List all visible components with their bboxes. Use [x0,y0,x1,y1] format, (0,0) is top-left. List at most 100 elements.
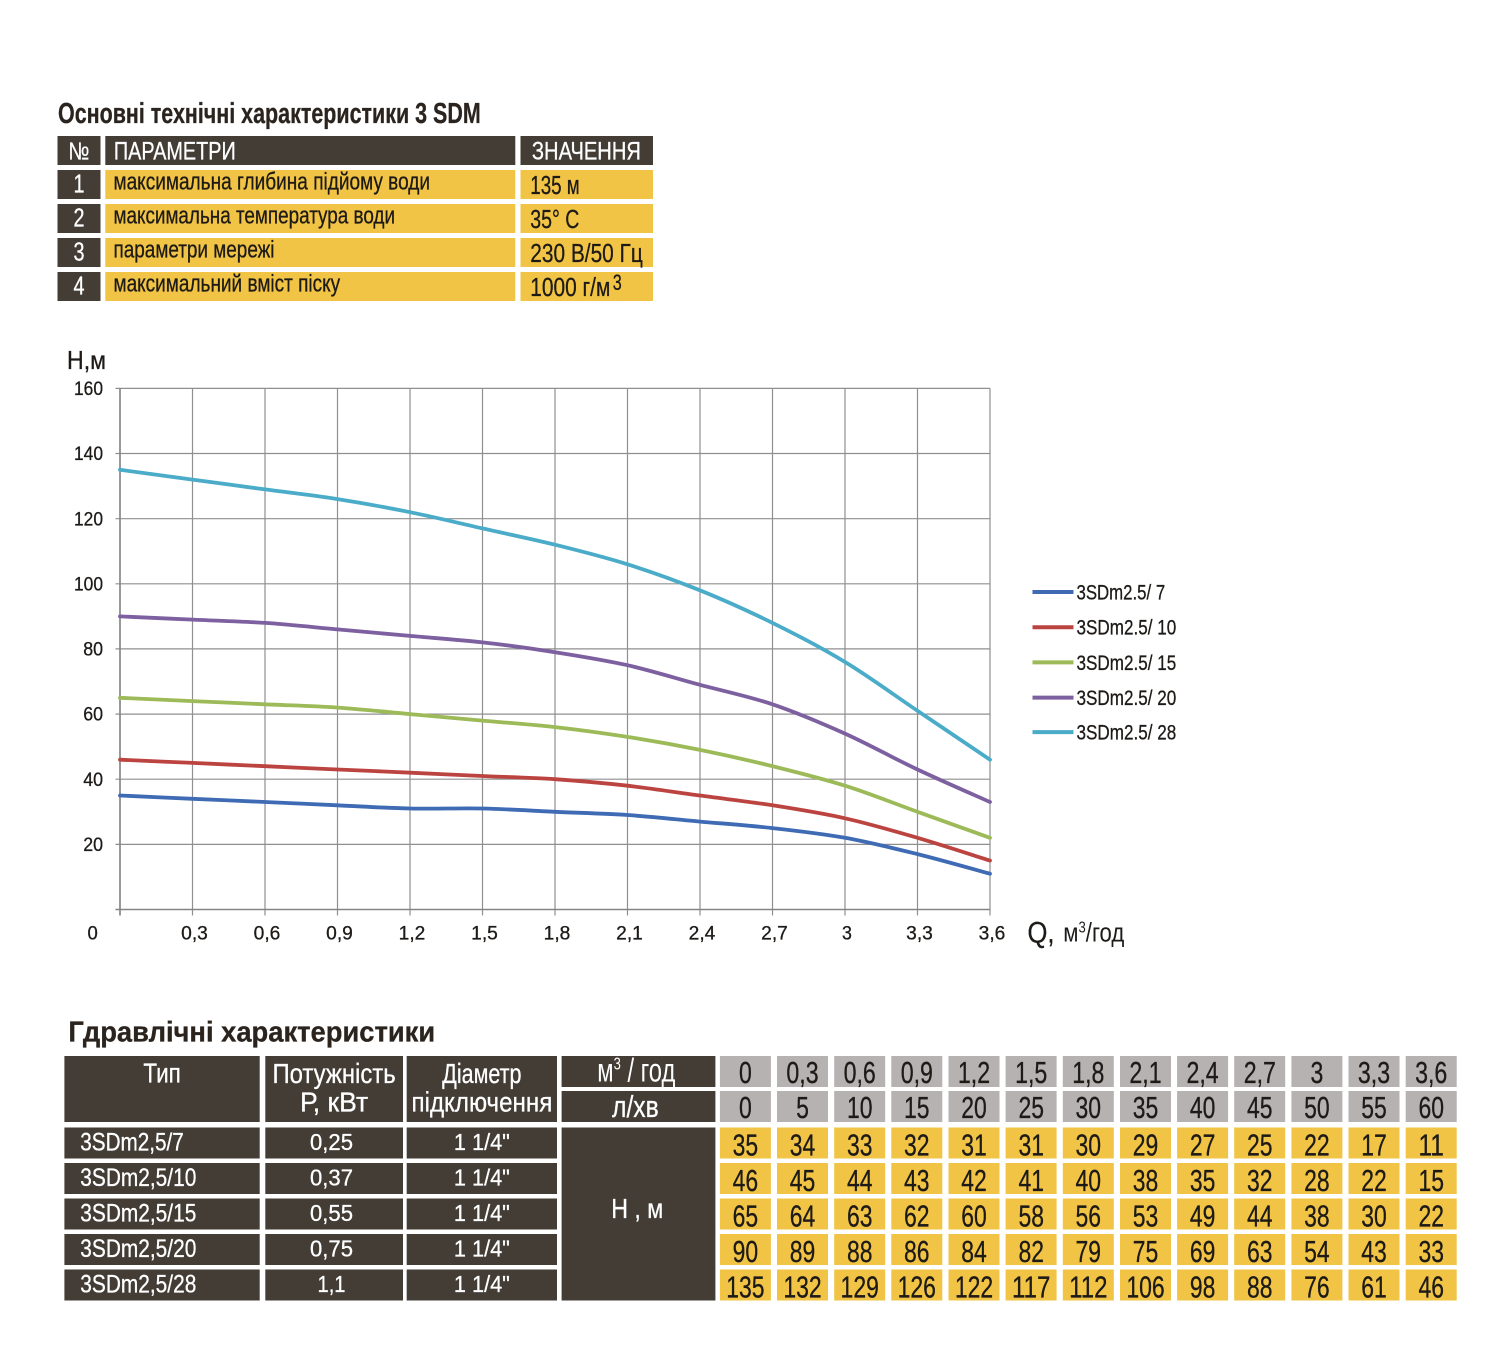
svg-text:112: 112 [1069,1269,1107,1304]
svg-text:22: 22 [1361,1163,1387,1198]
svg-text:31: 31 [1018,1127,1044,1162]
svg-text:60: 60 [83,704,103,726]
svg-text:Діаметр: Діаметр [442,1058,521,1089]
svg-text:135 м: 135 м [530,170,579,200]
svg-text:84: 84 [961,1234,987,1269]
svg-text:2,4: 2,4 [1187,1055,1219,1090]
svg-text:3,3: 3,3 [906,923,933,945]
svg-text:Q,: Q, [1028,917,1055,950]
svg-text:0,3: 0,3 [181,923,208,945]
svg-text:90: 90 [733,1234,759,1269]
svg-text:56: 56 [1076,1198,1102,1233]
svg-text:120: 120 [74,508,103,530]
svg-text:ЗНАЧЕННЯ: ЗНАЧЕННЯ [532,138,641,165]
svg-text:135: 135 [726,1269,764,1304]
svg-text:80: 80 [83,639,103,661]
svg-text:30: 30 [1076,1127,1102,1162]
svg-text:Н , м: Н , м [611,1193,663,1224]
svg-text:3: 3 [613,270,622,295]
svg-text:50: 50 [1304,1090,1330,1125]
svg-text:30: 30 [1361,1198,1387,1233]
svg-text:45: 45 [1247,1090,1273,1125]
svg-text:34: 34 [790,1127,816,1162]
svg-text:0,37: 0,37 [310,1164,353,1190]
svg-text:2,7: 2,7 [761,923,788,945]
svg-text:55: 55 [1361,1090,1387,1125]
svg-text:35° С: 35° С [530,204,579,234]
svg-text:33: 33 [1418,1234,1444,1269]
svg-text:32: 32 [1247,1163,1273,1198]
svg-text:0,3: 0,3 [786,1055,818,1090]
svg-text:Р, кВт: Р, кВт [300,1087,368,1118]
svg-text:3SDm2.5/ 20: 3SDm2.5/ 20 [1077,687,1177,710]
svg-text:69: 69 [1190,1234,1216,1269]
svg-text:44: 44 [847,1163,873,1198]
svg-text:43: 43 [1361,1234,1387,1269]
svg-text:60: 60 [1418,1090,1444,1125]
svg-text:0: 0 [739,1055,752,1090]
svg-text:44: 44 [1247,1198,1273,1233]
svg-text:ПАРАМЕТРИ: ПАРАМЕТРИ [114,138,236,165]
svg-text:30: 30 [1076,1090,1102,1125]
svg-text:Основні технічні характеристик: Основні технічні характеристики 3 SDM [58,98,481,130]
svg-text:20: 20 [83,834,103,856]
svg-text:Гдравлічні характеристики: Гдравлічні характеристики [68,1016,435,1048]
svg-text:140: 140 [74,443,103,465]
svg-text:1 1/4": 1 1/4" [454,1129,510,1155]
svg-text:2,1: 2,1 [616,923,643,945]
svg-text:3: 3 [1311,1055,1324,1090]
svg-text:1: 1 [74,171,85,199]
svg-text:3SDm2.5/ 7: 3SDm2.5/ 7 [1077,581,1166,604]
svg-text:230 В/50 Гц: 230 В/50 Гц [530,238,643,268]
svg-text:132: 132 [783,1269,821,1304]
svg-text:35: 35 [1190,1163,1216,1198]
svg-text:88: 88 [847,1234,873,1269]
svg-text:25: 25 [1247,1127,1273,1162]
svg-text:максимальний вміст піску: максимальний вміст піску [114,271,341,298]
svg-text:2,1: 2,1 [1129,1055,1161,1090]
svg-text:79: 79 [1076,1234,1102,1269]
svg-text:максимальна температура води: максимальна температура води [114,203,396,230]
svg-text:35: 35 [1133,1090,1159,1125]
svg-text:1 1/4": 1 1/4" [454,1164,510,1190]
svg-text:122: 122 [955,1269,993,1304]
svg-text:1000 г/м: 1000 г/м [530,272,610,302]
svg-text:0,25: 0,25 [310,1129,353,1155]
svg-text:1,2: 1,2 [399,923,426,945]
svg-text:0,75: 0,75 [310,1235,353,1261]
svg-text:15: 15 [904,1090,930,1125]
svg-text:27: 27 [1190,1127,1216,1162]
svg-text:3,3: 3,3 [1358,1055,1390,1090]
svg-text:38: 38 [1133,1163,1159,1198]
svg-text:117: 117 [1012,1269,1050,1304]
svg-text:1 1/4": 1 1/4" [454,1235,510,1261]
svg-text:25: 25 [1018,1090,1044,1125]
svg-text:32: 32 [904,1127,930,1162]
svg-text:63: 63 [847,1198,873,1233]
svg-text:126: 126 [898,1269,936,1304]
svg-text:2: 2 [74,205,85,233]
svg-text:0: 0 [87,923,97,945]
svg-text:м3 / год: м3 / год [597,1053,675,1090]
svg-text:0,9: 0,9 [326,923,353,945]
svg-text:3: 3 [842,923,852,945]
svg-text:0,6: 0,6 [254,923,281,945]
svg-text:3SDm2.5/ 28: 3SDm2.5/ 28 [1077,722,1177,745]
svg-text:58: 58 [1018,1198,1044,1233]
svg-text:65: 65 [733,1198,759,1233]
svg-text:3: 3 [74,239,85,267]
svg-text:54: 54 [1304,1234,1330,1269]
svg-text:4: 4 [74,273,85,301]
svg-text:3SDm2,5/15: 3SDm2,5/15 [80,1200,196,1228]
svg-text:100: 100 [74,573,103,595]
svg-text:3,6: 3,6 [979,923,1006,945]
svg-text:49: 49 [1190,1198,1216,1233]
svg-text:0,55: 0,55 [310,1200,353,1226]
svg-text:0,6: 0,6 [844,1055,876,1090]
svg-text:33: 33 [847,1127,873,1162]
svg-text:17: 17 [1361,1127,1387,1162]
svg-text:98: 98 [1190,1269,1216,1304]
svg-text:3SDm2.5/ 10: 3SDm2.5/ 10 [1077,617,1177,640]
svg-text:1,8: 1,8 [1072,1055,1104,1090]
svg-text:53: 53 [1133,1198,1159,1233]
